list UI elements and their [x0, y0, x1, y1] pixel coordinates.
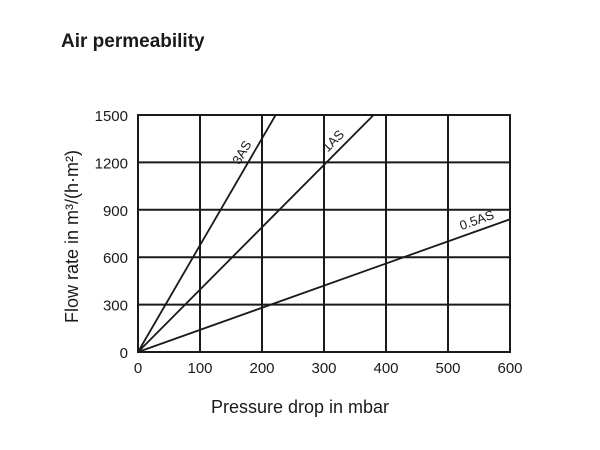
y-axis-ticks: 0 300 600 900 1200 1500 [95, 108, 128, 362]
y-tick-label: 900 [103, 203, 128, 220]
y-tick-label: 1500 [95, 108, 128, 125]
x-tick-label: 200 [249, 360, 274, 377]
x-axis-ticks: 0 100 200 300 400 500 600 [134, 360, 523, 377]
y-tick-label: 600 [103, 250, 128, 267]
series-line [137, 114, 277, 353]
chart-title: Air permeability [61, 31, 205, 52]
x-tick-label: 0 [134, 360, 142, 377]
series-line [137, 218, 511, 353]
y-tick-label: 300 [103, 298, 128, 315]
x-tick-label: 100 [187, 360, 212, 377]
x-tick-label: 500 [435, 360, 460, 377]
y-tick-label: 0 [120, 345, 128, 362]
chart-grid [137, 114, 511, 353]
x-axis-label: Pressure drop in mbar [211, 397, 389, 417]
x-tick-label: 400 [373, 360, 398, 377]
series-line [137, 114, 375, 353]
x-tick-label: 300 [311, 360, 336, 377]
y-axis-label: Flow rate in m³/(h·m²) [62, 150, 82, 323]
y-tick-label: 1200 [95, 155, 128, 172]
x-tick-label: 600 [497, 360, 522, 377]
